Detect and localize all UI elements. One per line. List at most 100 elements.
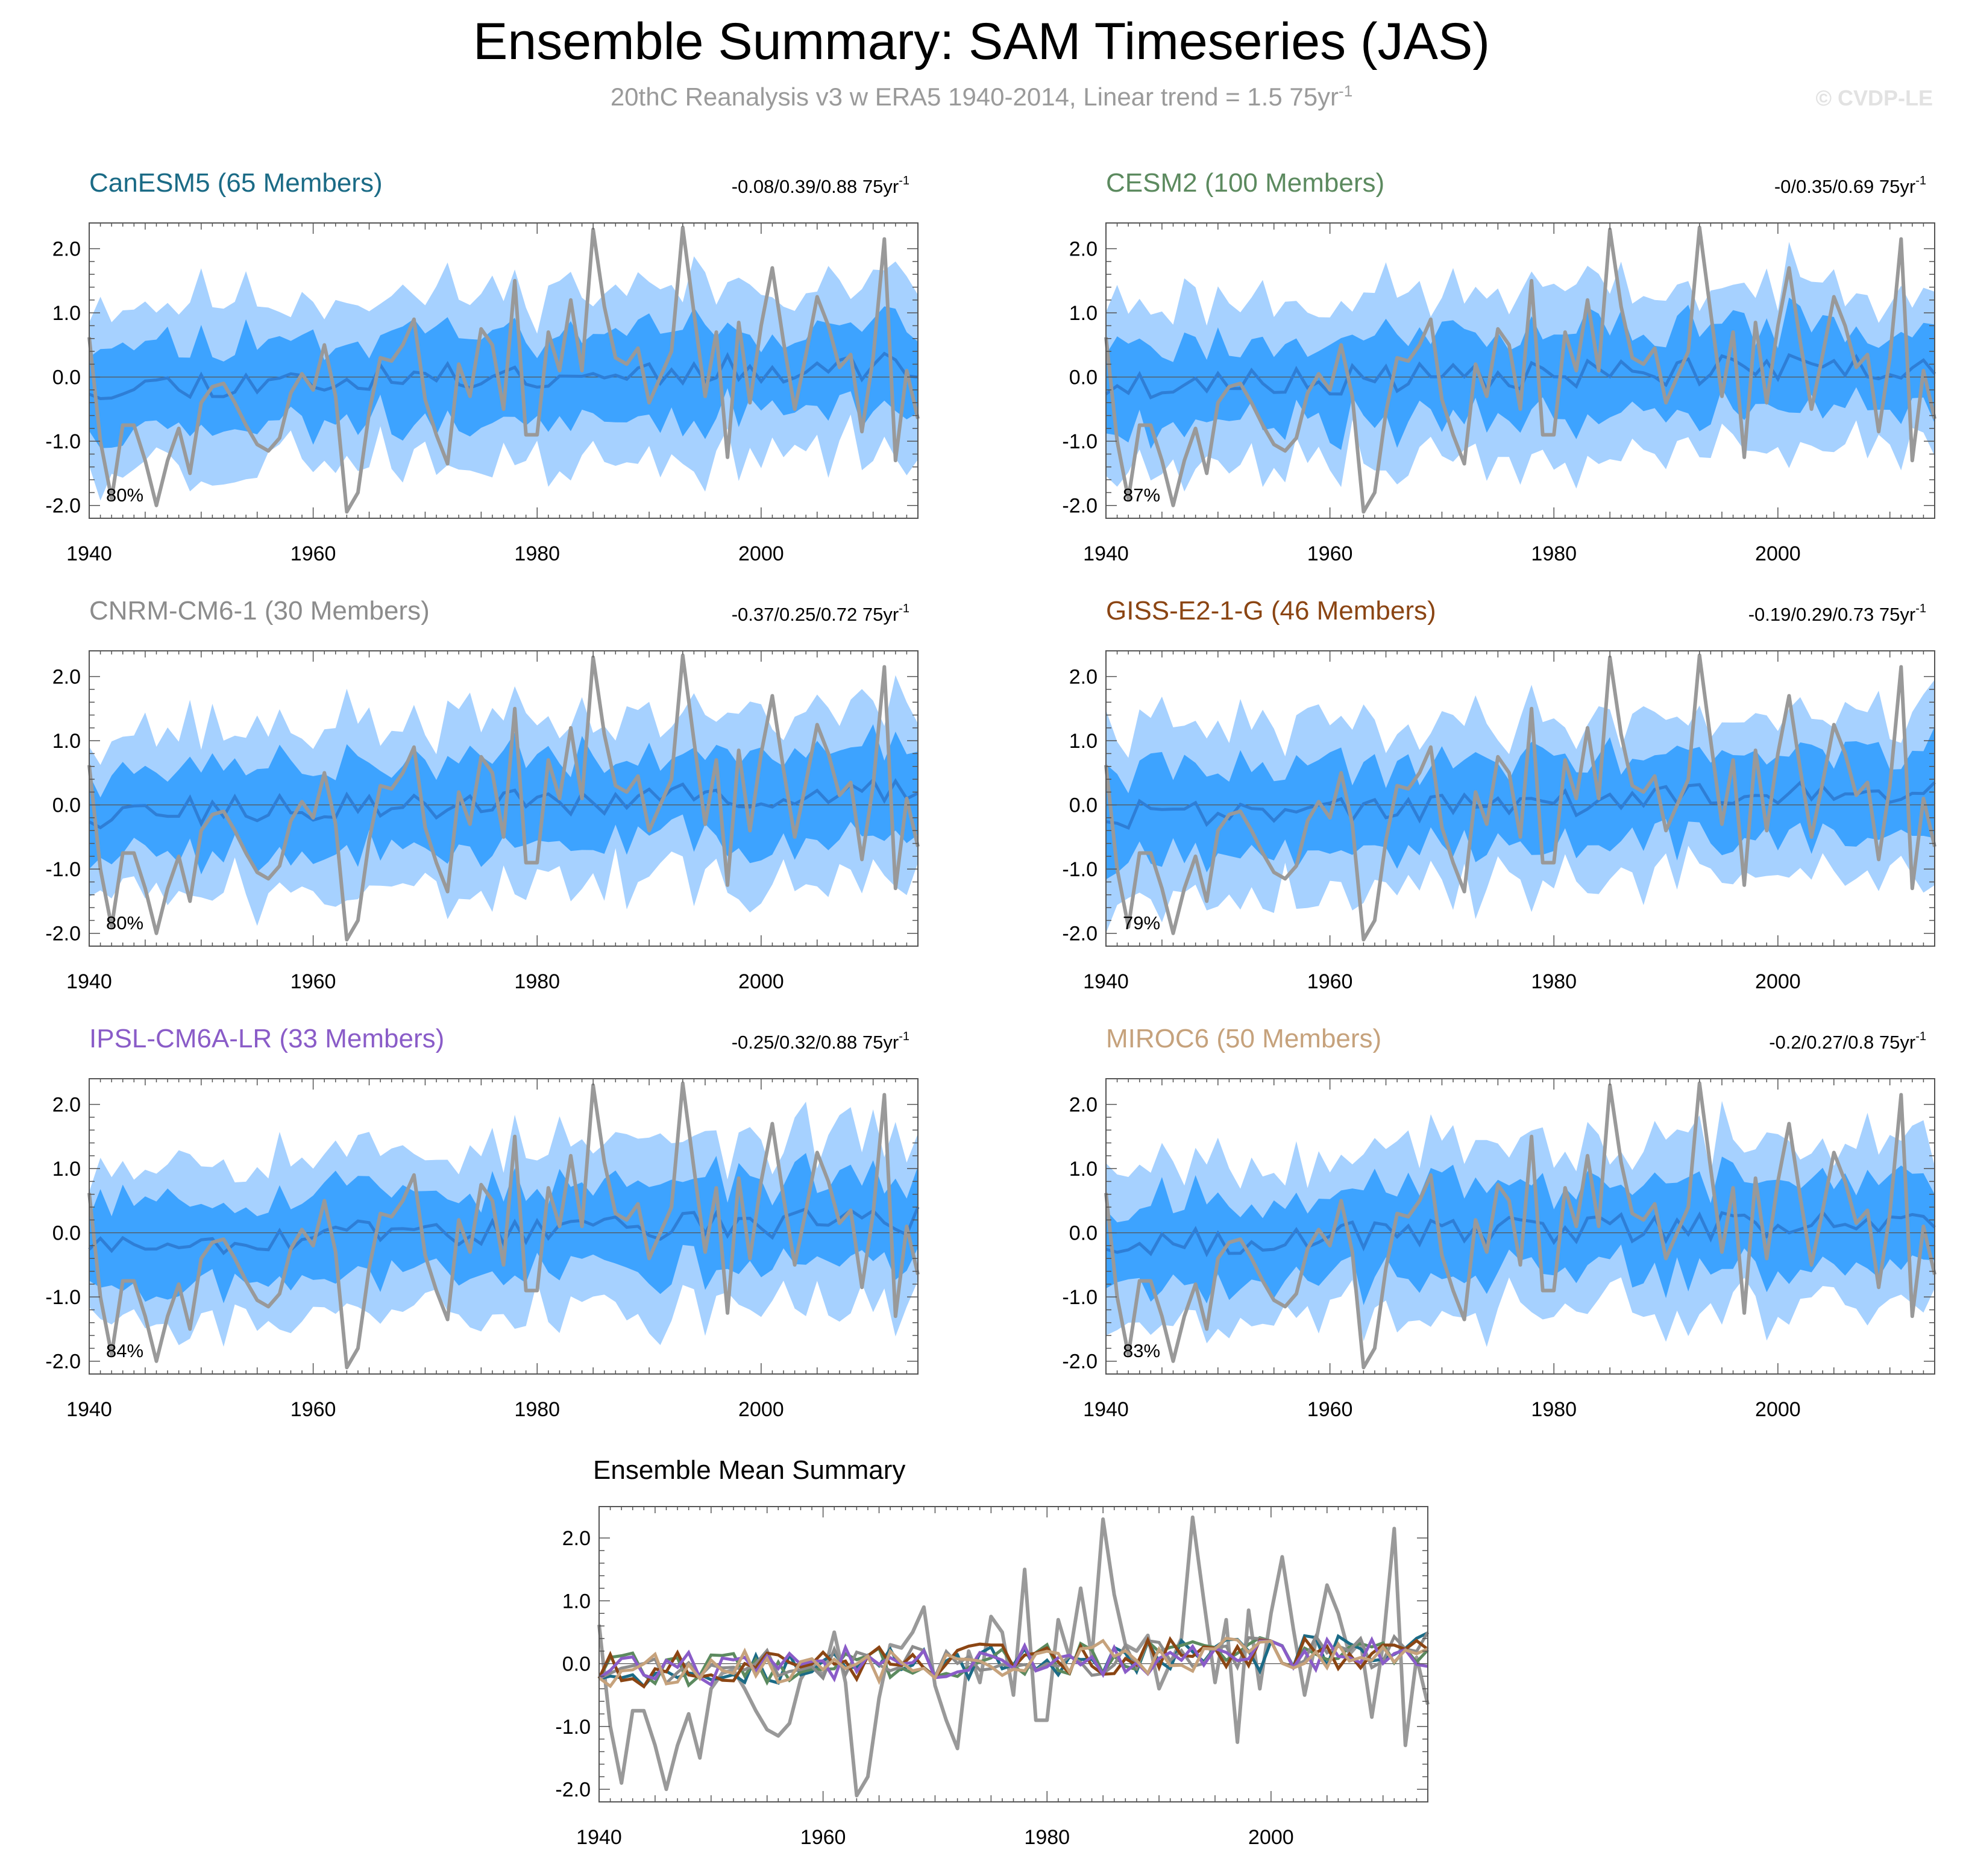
trend-label: -0.37/0.25/0.72 75yr-1: [732, 602, 909, 625]
panel-title: MIROC6 (50 Members): [1106, 1024, 1381, 1053]
y-tick-label: 0.0: [52, 1222, 81, 1245]
ensemble-mean-line: [1105, 1209, 1936, 1258]
y-tick-label: -1.0: [45, 858, 81, 881]
panel-4: 1940 1960 1980 2000 2.0 1.0 0.0 -1.0 -2.0 IPSL-CM…: [45, 1024, 920, 1421]
x-tick-label: 1940: [1083, 542, 1129, 565]
watermark: © CVDP-LE: [1815, 86, 1933, 110]
ensemble-mean-line: [88, 777, 919, 830]
y-tick-label: 2.0: [52, 238, 81, 261]
y-tick-label: 1.0: [1069, 1158, 1098, 1181]
observed-line: [1104, 653, 1936, 942]
x-tick-label: 1940: [66, 1398, 112, 1421]
x-tick-label: 1960: [291, 1398, 336, 1421]
y-tick-label: 1.0: [1069, 302, 1098, 325]
x-tick-label: 1980: [1531, 542, 1577, 565]
y-tick-label: 0.0: [52, 366, 81, 389]
y-tick-label: -2.0: [1062, 1351, 1098, 1373]
x-tick-label: 1940: [576, 1826, 622, 1849]
x-tick-label: 1960: [1307, 1398, 1353, 1421]
x-tick-label: 1960: [1307, 542, 1353, 565]
x-tick-label: 2000: [738, 1398, 784, 1421]
x-tick-label: 2000: [1248, 1826, 1294, 1849]
y-tick-label: 1.0: [1069, 730, 1098, 753]
y-tick-label: 2.0: [1069, 666, 1098, 689]
x-tick-label: 1980: [1531, 970, 1577, 993]
y-tick-label: -1.0: [45, 430, 81, 453]
x-tick-label: 2000: [1755, 970, 1801, 993]
panel-6: 1940 1960 1980 2000 2.0 1.0 0.0 -1.0 -2.0 Ensembl…: [555, 1455, 1430, 1849]
x-tick-label: 1980: [1024, 1826, 1070, 1849]
inner-spread-band: [1106, 1156, 1935, 1305]
panel-title: CESM2 (100 Members): [1106, 168, 1384, 198]
x-tick-label: 1980: [514, 970, 560, 993]
observed-line: [87, 653, 920, 942]
x-tick-label: 2000: [1755, 542, 1801, 565]
x-tick-label: 2000: [738, 542, 784, 565]
figure-subtitle: 20thC Reanalysis v3 w ERA5 1940-2014, Li…: [610, 82, 1353, 111]
y-tick-label: -2.0: [45, 1351, 81, 1373]
x-tick-label: 1940: [1083, 970, 1129, 993]
y-tick-label: -1.0: [1062, 858, 1098, 881]
y-tick-label: -1.0: [1062, 1286, 1098, 1309]
y-tick-label: -2.0: [1062, 923, 1098, 946]
percent-label: 80%: [106, 485, 143, 506]
y-tick-label: -2.0: [555, 1778, 591, 1801]
panel-3: 1940 1960 1980 2000 2.0 1.0 0.0 -1.0 -2.0 GISS-E2…: [1062, 596, 1936, 993]
ensemble-mean-line: [89, 351, 919, 401]
inner-spread-band: [89, 1153, 918, 1303]
y-tick-label: 2.0: [562, 1527, 591, 1550]
x-tick-label: 1940: [66, 970, 112, 993]
panel-title: GISS-E2-1-G (46 Members): [1106, 596, 1436, 626]
inner-spread-band: [1106, 297, 1935, 450]
panel-5: 1940 1960 1980 2000 2.0 1.0 0.0 -1.0 -2.0 MIROC6 …: [1062, 1024, 1936, 1421]
y-tick-label: 0.0: [562, 1653, 591, 1676]
trend-label: -0.25/0.32/0.88 75yr-1: [732, 1030, 909, 1053]
ensemble-mean-line: [88, 1206, 920, 1255]
y-tick-label: -2.0: [45, 495, 81, 518]
x-tick-label: 1940: [66, 542, 112, 565]
x-tick-label: 1980: [514, 1398, 560, 1421]
x-tick-label: 1960: [291, 970, 336, 993]
x-tick-label: 1940: [1083, 1398, 1129, 1421]
panel-title: CNRM-CM6-1 (30 Members): [89, 596, 430, 626]
y-tick-label: 0.0: [1069, 366, 1098, 389]
percent-label: 84%: [106, 1340, 143, 1361]
x-tick-label: 1960: [1307, 970, 1353, 993]
x-tick-label: 1980: [514, 542, 560, 565]
ensemble-mean-line: [1105, 780, 1936, 830]
y-tick-label: 1.0: [52, 730, 81, 753]
x-tick-label: 1980: [1531, 1398, 1577, 1421]
percent-label: 80%: [106, 912, 143, 933]
observed-line: [1104, 225, 1936, 514]
trend-label: -0/0.35/0.69 75yr-1: [1774, 174, 1926, 197]
percent-label: 79%: [1123, 912, 1160, 933]
ensemble-mean-series-5: [598, 1636, 1428, 1689]
y-tick-label: 2.0: [52, 666, 81, 689]
panel-0: 1940 1960 1980 2000 2.0 1.0 0.0 -1.0 -2.0 CanESM5…: [45, 168, 920, 565]
observed-line: [1104, 1081, 1936, 1370]
percent-label: 87%: [1123, 485, 1160, 506]
x-tick-label: 1960: [291, 542, 336, 565]
panel-title: Ensemble Mean Summary: [593, 1455, 905, 1485]
y-tick-label: 2.0: [52, 1094, 81, 1117]
x-tick-label: 2000: [1755, 1398, 1801, 1421]
y-tick-label: -1.0: [555, 1716, 591, 1739]
y-tick-label: 0.0: [1069, 1222, 1098, 1245]
y-tick-label: 1.0: [52, 1158, 81, 1181]
figure-title: Ensemble Summary: SAM Timeseries (JAS): [473, 13, 1490, 71]
y-tick-label: 2.0: [1069, 1094, 1098, 1117]
inner-spread-band: [1106, 726, 1935, 880]
panel-1: 1940 1960 1980 2000 2.0 1.0 0.0 -1.0 -2.0 CESM2 (…: [1062, 168, 1936, 565]
x-tick-label: 2000: [738, 970, 784, 993]
x-tick-label: 1960: [800, 1826, 846, 1849]
panel-title: CanESM5 (65 Members): [89, 168, 383, 198]
inner-spread-band: [89, 724, 918, 874]
trend-label: -0.19/0.29/0.73 75yr-1: [1748, 602, 1926, 625]
y-tick-label: 0.0: [1069, 794, 1098, 817]
y-tick-label: -1.0: [1062, 430, 1098, 453]
y-tick-label: 1.0: [52, 302, 81, 325]
y-tick-label: 2.0: [1069, 238, 1098, 261]
percent-label: 83%: [1123, 1340, 1160, 1361]
trend-label: -0.2/0.27/0.8 75yr-1: [1769, 1030, 1926, 1053]
